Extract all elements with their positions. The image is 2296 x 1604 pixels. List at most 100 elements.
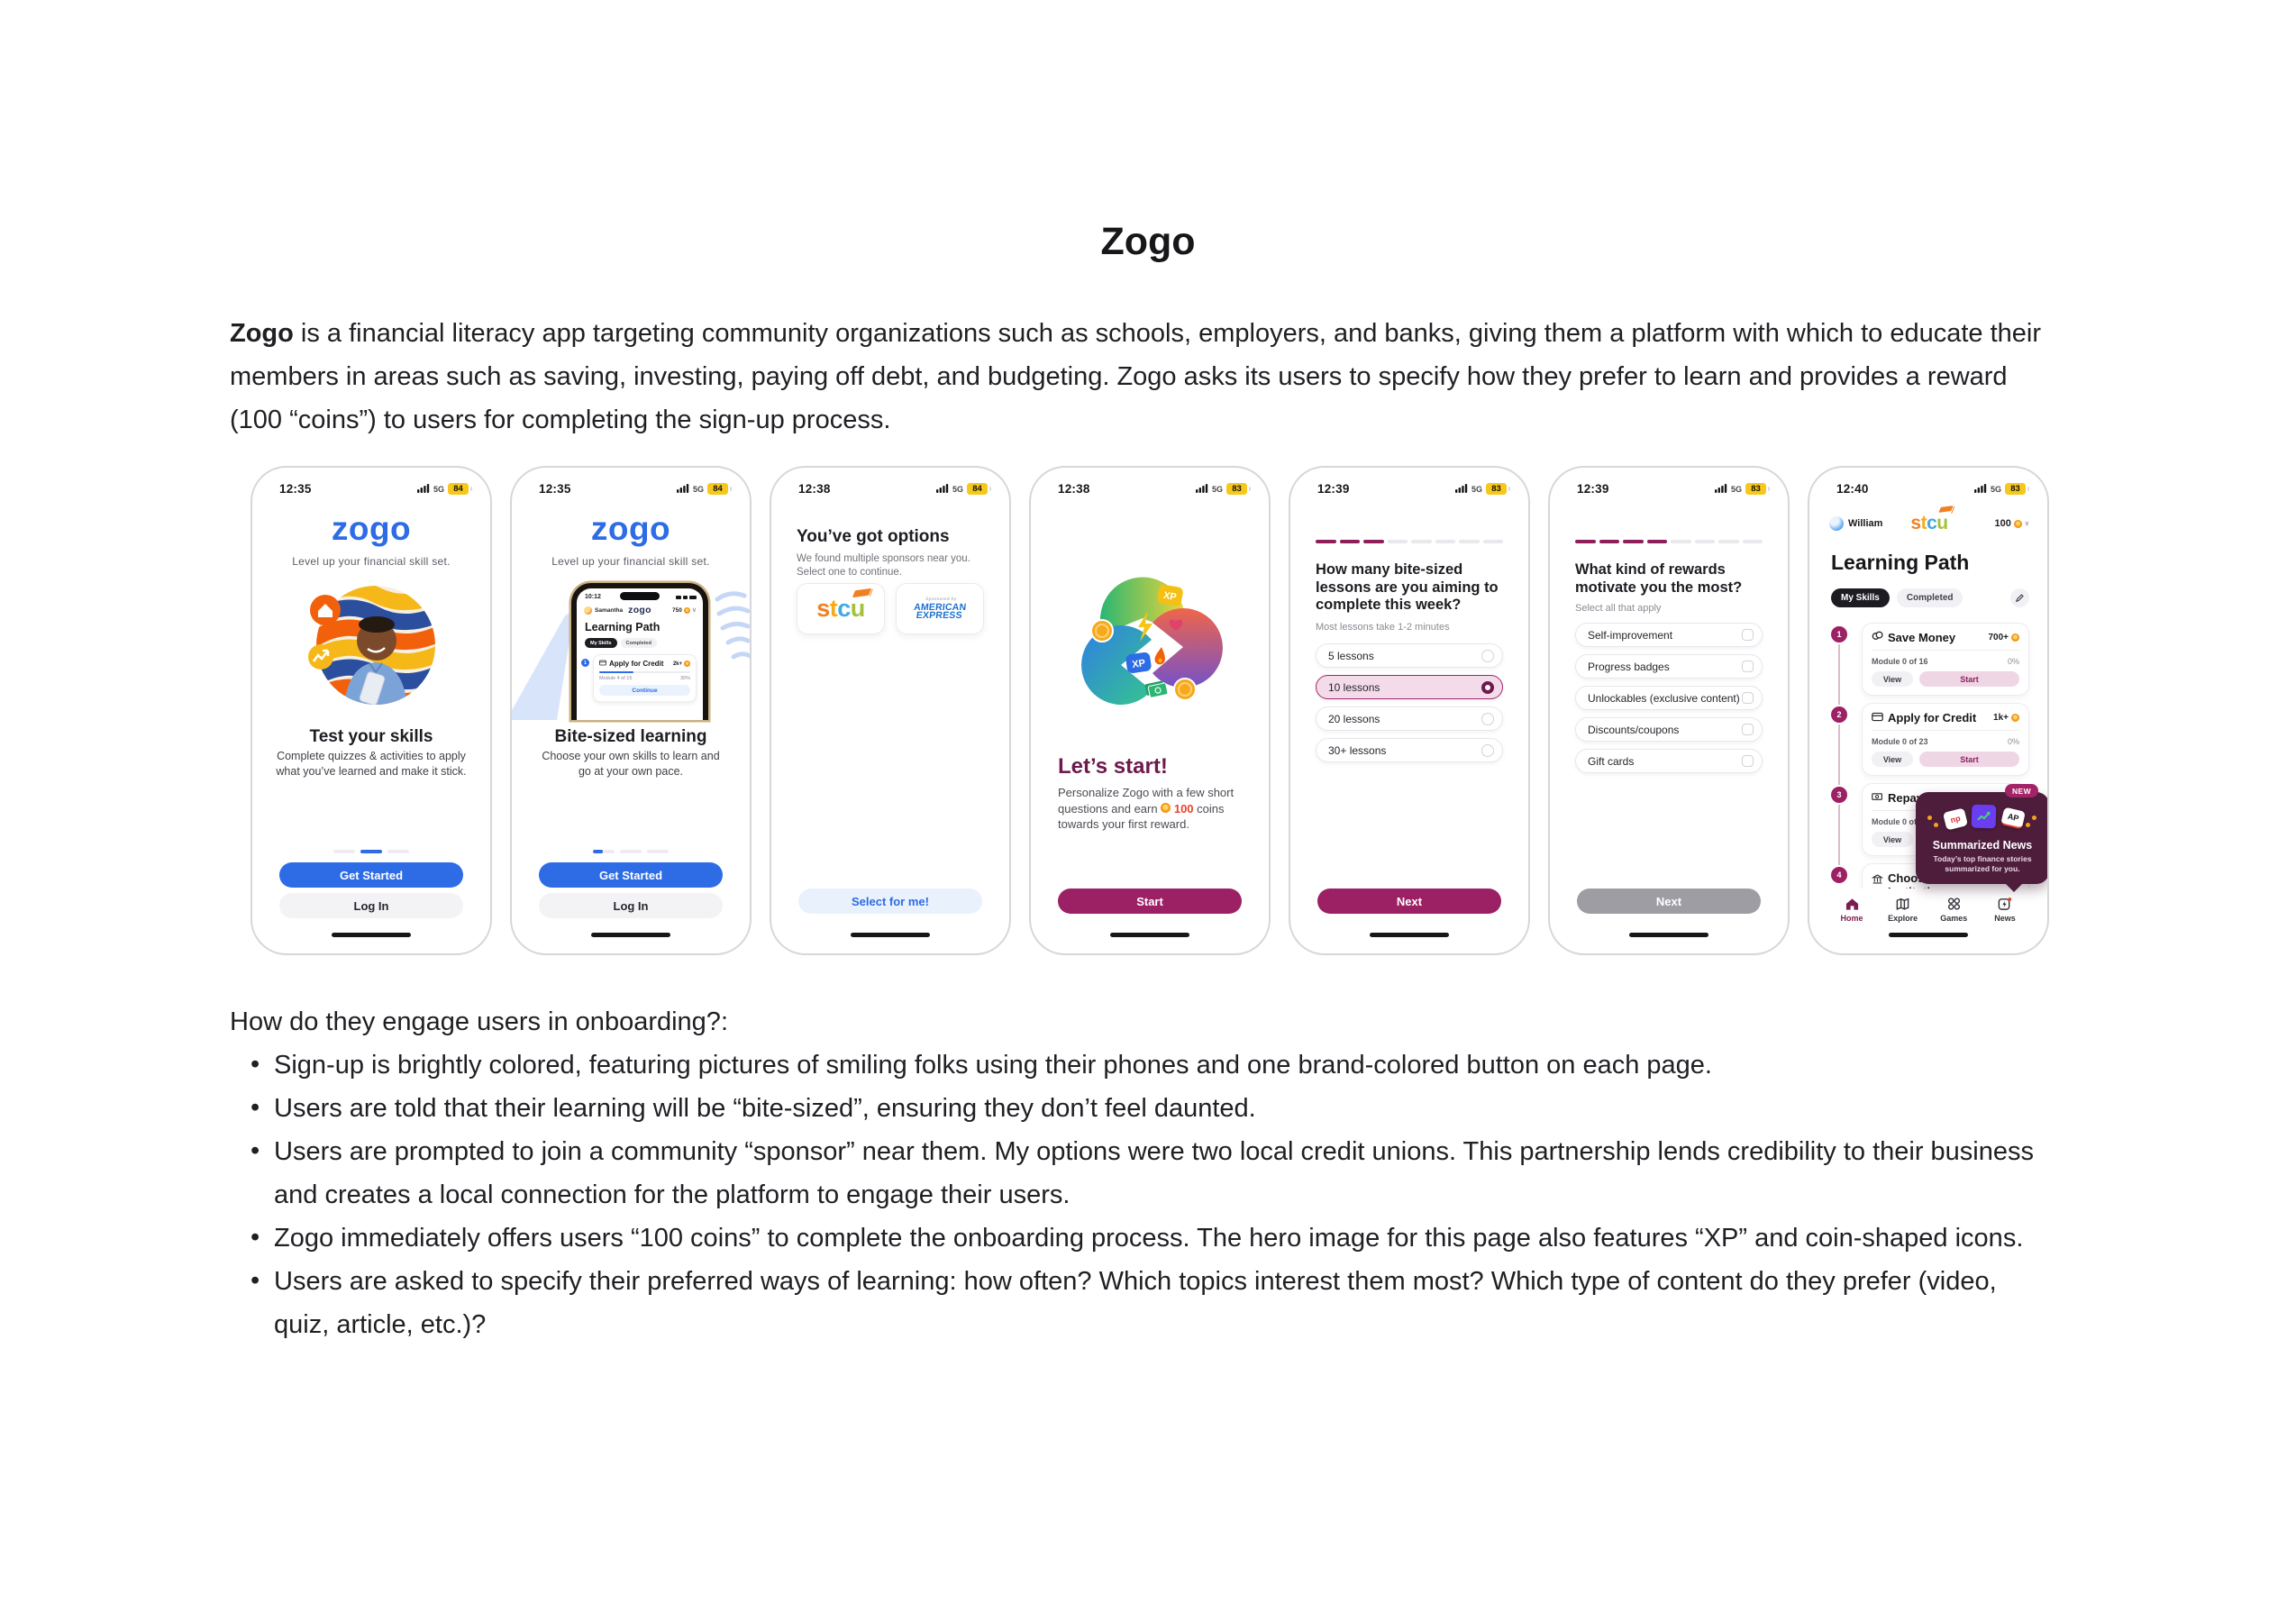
start-button[interactable]: Start: [1919, 752, 2019, 767]
network-label: 5G: [952, 484, 963, 494]
checkbox-unchecked[interactable]: [1742, 692, 1754, 704]
summarized-news-popup[interactable]: NEW np AP Summarized News Today’s top fi…: [1916, 784, 2047, 892]
option-gift-cards[interactable]: Gift cards: [1575, 749, 1763, 773]
mini-module-label: Module 4 of 15: [599, 676, 633, 681]
mini-zogo-logo: zogo: [628, 605, 651, 615]
select-for-me-button[interactable]: Select for me!: [798, 889, 982, 914]
option-progress-badges[interactable]: Progress badges: [1575, 654, 1763, 679]
coin-amount: 100: [1173, 801, 1194, 816]
option-5-lessons[interactable]: 5 lessons: [1316, 643, 1503, 668]
user-chip[interactable]: William: [1829, 516, 1882, 531]
next-button-disabled[interactable]: Next: [1577, 889, 1761, 914]
intro-body: is a financial literacy app targeting co…: [230, 319, 2042, 434]
log-in-button[interactable]: Log In: [539, 893, 723, 918]
hero-phone-mockup: 10:12 Samantha zogo 750 ∨ Learning Path M…: [512, 578, 750, 720]
start-button[interactable]: Start: [1919, 671, 2019, 687]
hero-portrait-illustration: [303, 577, 440, 720]
network-label: 5G: [692, 484, 704, 494]
clock: 12:39: [1577, 482, 1609, 496]
blue-scribble-decoration: [512, 591, 750, 720]
stcu-logo: stcu: [1910, 506, 1954, 533]
view-button[interactable]: View: [1872, 832, 1913, 847]
status-bar: 12:35 5G 84: [539, 482, 732, 496]
lets-start-body: Personalize Zogo with a few short questi…: [1058, 786, 1235, 831]
option-discounts[interactable]: Discounts/coupons: [1575, 717, 1763, 742]
nav-tab-home[interactable]: Home: [1833, 897, 1871, 923]
popup-title: Summarized News: [1932, 839, 2033, 852]
checkbox-unchecked[interactable]: [1742, 724, 1754, 735]
tab-my-skills[interactable]: My Skills: [1831, 588, 1890, 607]
status-bar: 12:39 5G 83: [1317, 482, 1510, 496]
option-20-lessons[interactable]: 20 lessons: [1316, 706, 1503, 731]
home-icon: [318, 604, 333, 617]
get-started-button[interactable]: Get Started: [279, 862, 463, 888]
coins-icon: [1872, 630, 1883, 646]
clock: 12:38: [798, 482, 831, 496]
mini-page-title: Learning Path: [585, 621, 661, 633]
battery-icon: 84: [967, 483, 991, 495]
radio-unselected[interactable]: [1481, 712, 1494, 725]
phone-screen-rewards-question: 12:39 5G 83 What kind of rewards motivat…: [1548, 466, 1790, 955]
network-label: 5G: [1990, 484, 2001, 494]
view-button[interactable]: View: [1872, 671, 1913, 687]
nav-tab-news[interactable]: News: [1986, 897, 2024, 923]
nav-tab-explore[interactable]: Explore: [1884, 897, 1922, 923]
svg-text:XP: XP: [1132, 658, 1146, 670]
mini-card-title: Apply for Credit: [609, 660, 664, 668]
credit-card-icon: [599, 660, 606, 668]
page-dot-active: [360, 850, 382, 853]
mini-username: Samantha: [595, 606, 624, 614]
checkbox-unchecked[interactable]: [1742, 755, 1754, 767]
mini-app-screenshot: 10:12 Samantha zogo 750 ∨ Learning Path M…: [571, 583, 708, 720]
skill-card-save-money: Save Money 700+ Module 0 of 16 0% View St…: [1862, 623, 2029, 696]
edit-button[interactable]: [2010, 588, 2029, 607]
battery-icon: 83: [1745, 483, 1770, 495]
sponsor-card-amex[interactable]: Sponsored by AMERICAN EXPRESS: [896, 583, 984, 634]
question-subtext: Select all that apply: [1575, 603, 1662, 614]
status-bar: 12:39 5G 83: [1577, 482, 1770, 496]
option-10-lessons-selected[interactable]: 10 lessons: [1316, 675, 1503, 699]
checkbox-unchecked[interactable]: [1742, 661, 1754, 672]
checkbox-unchecked[interactable]: [1742, 629, 1754, 641]
chevron-down-icon: ∨: [691, 607, 697, 614]
intro-paragraph: Zogo is a financial literacy app targeti…: [230, 312, 2046, 442]
option-unlockables[interactable]: Unlockables (exclusive content): [1575, 686, 1763, 710]
log-in-button[interactable]: Log In: [279, 893, 463, 918]
stcu-logo: stcu: [816, 588, 871, 621]
page-dot: [647, 850, 669, 853]
home-indicator: [851, 933, 930, 937]
chevron-down-icon: ∨: [2024, 521, 2029, 527]
start-button[interactable]: Start: [1058, 889, 1242, 914]
mini-continue-button[interactable]: Continue: [599, 685, 690, 696]
clock: 12:35: [539, 482, 571, 496]
radio-selected[interactable]: [1481, 680, 1494, 694]
bullet-item: Sign-up is brightly colored, featuring p…: [249, 1043, 2046, 1087]
view-button[interactable]: View: [1872, 752, 1913, 767]
tagline: Level up your financial skill set.: [292, 555, 451, 568]
coin-icon: [684, 661, 690, 667]
avatar: [1829, 516, 1844, 531]
skill-card-apply-for-credit: Apply for Credit 1k+ Module 0 of 23 0% Vi…: [1862, 703, 2029, 776]
get-started-button[interactable]: Get Started: [539, 862, 723, 888]
battery-icon: 83: [2005, 483, 2029, 495]
radio-unselected[interactable]: [1481, 743, 1494, 757]
american-express-logo: Sponsored by AMERICAN EXPRESS: [913, 597, 967, 622]
tab-completed[interactable]: Completed: [1896, 588, 1963, 607]
option-30-lessons[interactable]: 30+ lessons: [1316, 738, 1503, 762]
next-button[interactable]: Next: [1317, 889, 1501, 914]
graduation-cap-icon: [1938, 506, 1954, 513]
home-indicator: [1370, 933, 1449, 937]
radio-unselected[interactable]: [1481, 649, 1494, 662]
phone-screen-sponsors: 12:38 5G 84 You’ve got options We found …: [770, 466, 1011, 955]
battery-icon: 83: [1486, 483, 1510, 495]
option-self-improvement[interactable]: Self-improvement: [1575, 623, 1763, 647]
nav-tab-games[interactable]: Games: [1935, 897, 1973, 923]
lets-start-heading: Let’s start!: [1058, 754, 1168, 779]
mini-progress-bar: [599, 671, 690, 673]
status-bar: 12:38 5G 83: [1058, 481, 1251, 497]
signal-icon: [1195, 481, 1208, 497]
status-bar: 12:40 5G 83: [1836, 482, 2029, 496]
sponsor-card-stcu[interactable]: stcu: [797, 583, 885, 634]
coin-balance-dropdown[interactable]: 100 ∨: [1994, 518, 2029, 529]
money-icon: [1144, 680, 1169, 698]
